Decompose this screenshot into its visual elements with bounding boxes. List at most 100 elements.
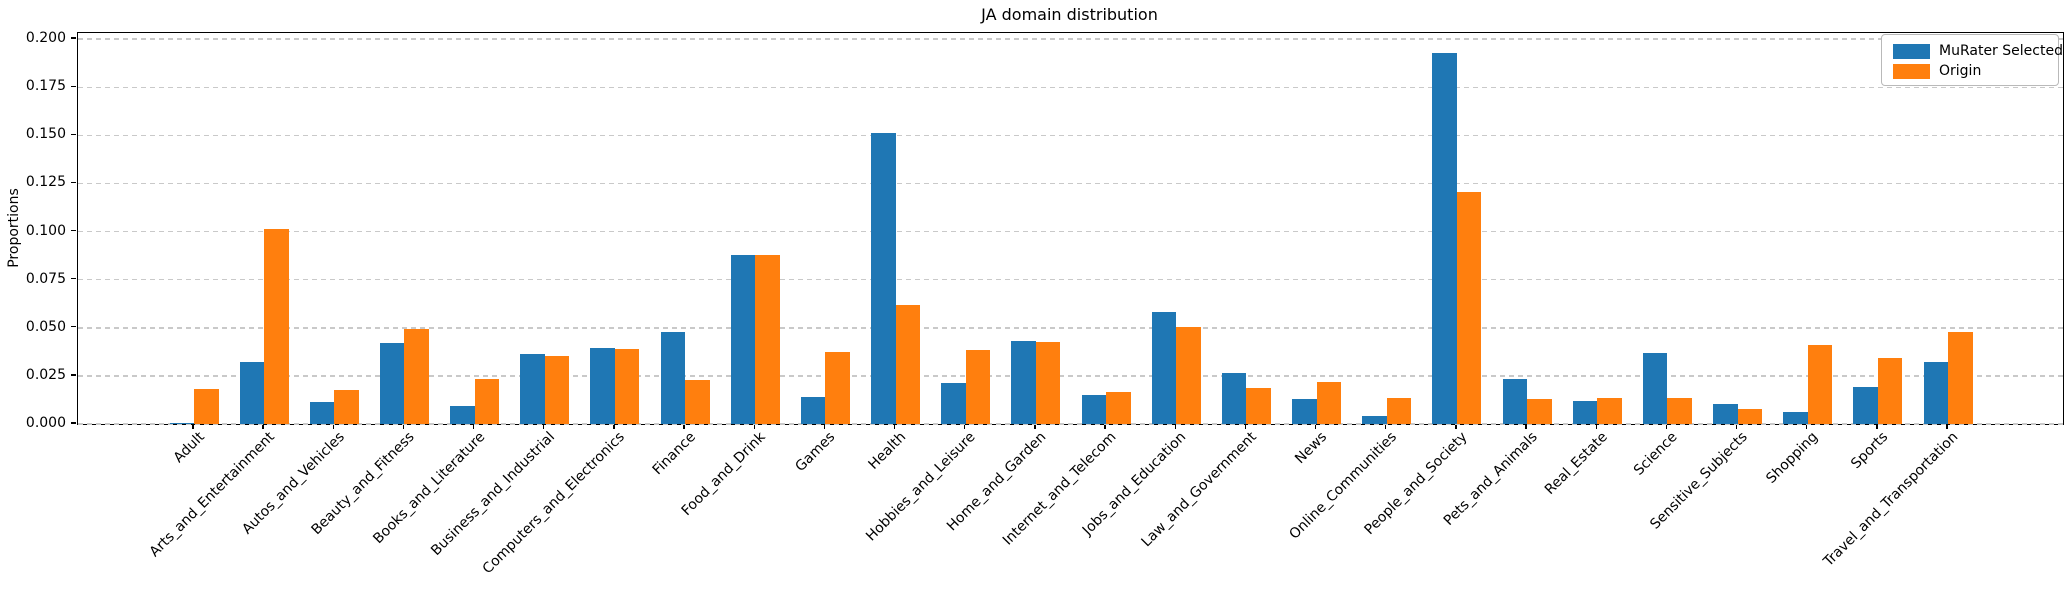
x-tick-label-text: Computers_and_Electronics xyxy=(480,429,629,578)
bar-murater-selected-sports xyxy=(1853,386,1878,424)
legend-label-murater-selected: MuRater Selected xyxy=(1939,43,2063,59)
gridline-0.000 xyxy=(78,423,2063,425)
x-tick-mark xyxy=(613,424,615,429)
bar-origin-internet_and_telecom xyxy=(1106,392,1131,424)
bar-murater-selected-health xyxy=(871,133,896,424)
bar-origin-travel_and_transportation xyxy=(1948,331,1973,424)
x-tick-label-text: Travel_and_Transportation xyxy=(1820,429,1962,570)
bar-origin-beauty_and_fitness xyxy=(404,328,429,424)
bar-murater-selected-hobbies_and_leisure xyxy=(941,382,966,424)
x-tick-mark xyxy=(1805,424,1808,429)
x-tick-mark xyxy=(1946,424,1948,429)
legend-row-murater-selected: MuRater Selected xyxy=(1893,41,2063,61)
bar-murater-selected-real_estate xyxy=(1572,400,1598,424)
bar-origin-jobs_and_education xyxy=(1176,326,1201,424)
x-tick-mark xyxy=(192,424,194,429)
y-tick-label: 0.025 xyxy=(25,366,66,383)
x-tick-mark xyxy=(1665,424,1668,429)
bar-murater-selected-computers_and_electronics xyxy=(590,348,615,424)
bar-murater-selected-sensitive_subjects xyxy=(1713,403,1738,424)
x-tick-mark xyxy=(1595,424,1597,429)
bar-murater-selected-finance xyxy=(660,331,686,424)
x-tick-mark xyxy=(893,424,896,429)
x-tick-label-text: Arts_and_Entertainment xyxy=(146,429,278,561)
y-tick-mark xyxy=(71,85,76,87)
legend-swatch-murater-selected xyxy=(1893,43,1930,59)
bar-murater-selected-pets_and_animals xyxy=(1502,378,1528,424)
gridline-0.125 xyxy=(78,182,2063,185)
bar-origin-adult xyxy=(194,389,219,424)
legend: MuRater Selected Origin xyxy=(1881,34,2063,86)
bar-murater-selected-people_and_society xyxy=(1432,52,1457,424)
x-tick-mark xyxy=(472,424,475,429)
x-tick-mark xyxy=(402,424,405,429)
bar-murater-selected-beauty_and_fitness xyxy=(379,343,405,424)
bar-origin-home_and_garden xyxy=(1035,342,1061,424)
y-tick-mark xyxy=(71,326,76,328)
gridline-0.200 xyxy=(78,38,2063,40)
x-tick-mark xyxy=(1174,424,1176,429)
x-tick-label-text: Adult xyxy=(170,429,208,467)
gridline-0.050 xyxy=(78,327,2063,329)
bar-origin-science xyxy=(1667,398,1692,424)
bar-origin-hobbies_and_leisure xyxy=(965,349,991,424)
x-tick-label-text: Business_and_Industrial xyxy=(428,429,559,559)
x-tick-mark xyxy=(1385,424,1387,429)
legend-swatch-origin xyxy=(1893,63,1930,79)
x-tick-mark xyxy=(543,424,545,429)
legend-row-origin: Origin xyxy=(1893,61,2058,81)
x-tick-label-text: Shopping xyxy=(1763,429,1821,487)
y-tick-label: 0.050 xyxy=(25,318,66,335)
bar-murater-selected-food_and_drink xyxy=(730,254,756,424)
plot-area xyxy=(77,32,2064,425)
bar-murater-selected-internet_and_telecom xyxy=(1081,395,1107,424)
y-tick-mark xyxy=(71,422,76,424)
x-tick-mark xyxy=(1455,424,1457,429)
x-tick-label-text: Sports xyxy=(1848,429,1892,473)
bar-murater-selected-arts_and_entertainment xyxy=(239,361,265,424)
gridline-0.025 xyxy=(78,375,2063,377)
x-tick-label-text: Health xyxy=(865,429,909,473)
bar-murater-selected-business_and_industrial xyxy=(520,353,545,424)
bar-origin-computers_and_electronics xyxy=(614,349,640,424)
bar-murater-selected-travel_and_transportation xyxy=(1923,361,1948,424)
bar-origin-business_and_industrial xyxy=(544,355,570,424)
gridline-0.075 xyxy=(78,279,2063,281)
x-tick-mark xyxy=(1244,424,1247,429)
bar-origin-people_and_society xyxy=(1456,192,1482,424)
chart-title: JA domain distribution xyxy=(981,5,1158,24)
y-tick-mark xyxy=(71,37,76,39)
bar-origin-books_and_literature xyxy=(474,378,500,424)
x-tick-mark xyxy=(262,424,264,429)
bar-origin-food_and_drink xyxy=(755,254,780,424)
bar-murater-selected-news xyxy=(1292,399,1317,424)
bar-origin-autos_and_vehicles xyxy=(334,390,359,424)
x-tick-mark xyxy=(964,424,966,429)
bar-origin-law_and_government xyxy=(1246,388,1271,424)
y-tick-mark xyxy=(71,277,76,280)
bar-murater-selected-law_and_government xyxy=(1221,373,1247,424)
y-tick-mark xyxy=(71,181,76,184)
x-tick-mark xyxy=(1525,424,1527,429)
bar-murater-selected-science xyxy=(1642,352,1668,424)
bar-origin-finance xyxy=(685,379,710,424)
bar-origin-news xyxy=(1316,381,1342,424)
bar-origin-sports xyxy=(1877,357,1903,424)
y-tick-label: 0.125 xyxy=(25,174,66,191)
bar-murater-selected-online_communities xyxy=(1362,416,1387,424)
x-tick-mark xyxy=(1034,424,1036,429)
bar-origin-shopping xyxy=(1807,345,1833,424)
legend-label-origin: Origin xyxy=(1939,63,1982,79)
x-tick-label-text: Science xyxy=(1630,429,1681,479)
y-tick-mark xyxy=(71,374,76,376)
bar-murater-selected-autos_and_vehicles xyxy=(309,401,335,424)
x-tick-mark xyxy=(1104,424,1106,429)
x-tick-mark xyxy=(753,424,755,429)
bar-murater-selected-books_and_literature xyxy=(450,405,475,424)
x-tick-mark xyxy=(683,424,685,429)
bar-origin-online_communities xyxy=(1386,398,1412,424)
x-tick-label-text: Finance xyxy=(649,429,699,479)
x-tick-mark xyxy=(823,424,826,429)
bar-origin-pets_and_animals xyxy=(1527,399,1552,424)
